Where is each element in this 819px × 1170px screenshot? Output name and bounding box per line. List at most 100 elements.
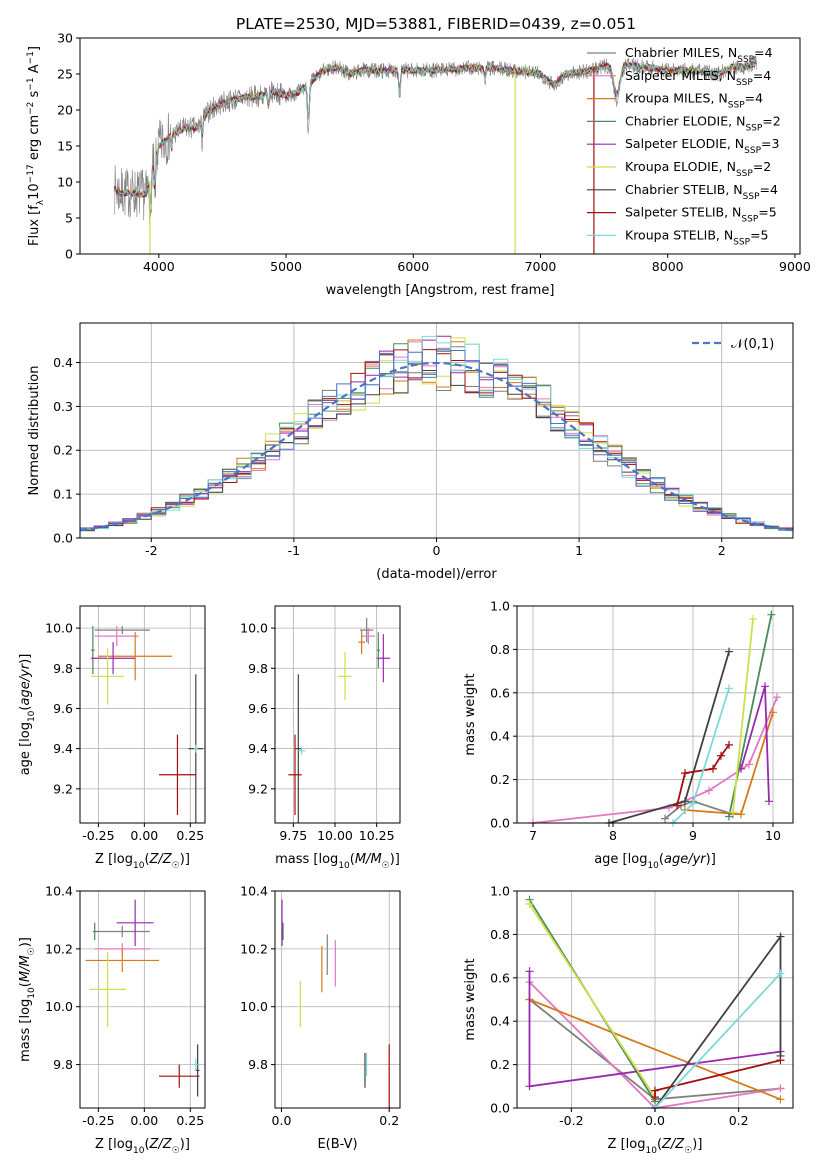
y-tick-label: 0.2 (490, 1057, 510, 1072)
weight-marker (689, 799, 697, 808)
y-tick-label: 0.8 (490, 927, 510, 942)
legend-entry: Kroupa STELIB, NSSP=5 (625, 227, 769, 247)
x-tick-label: 10 (765, 828, 781, 843)
errorbar-point (91, 648, 125, 705)
model-line-kroupa-stelib (114, 60, 757, 209)
axes-frame (274, 605, 401, 824)
weight-marker (681, 805, 689, 814)
y-tick-label: 10 (57, 175, 73, 190)
age_vs_Z-panel: -0.25 0.00 0.25 9.2 9.4 9.6 9.8 10.0 Z [log10(Z/… (18, 605, 206, 871)
errorbar-point (98, 632, 172, 681)
axes-frame (79, 890, 206, 1109)
errorbars (85, 899, 200, 1097)
x-axis-label: mass [log10(M/M☉)] (275, 852, 400, 871)
x-tick-label: 1 (575, 543, 583, 558)
grid (80, 606, 205, 823)
weight-marker (681, 797, 689, 806)
weight-marker (737, 810, 745, 819)
x-tick-label: 10.00 (317, 828, 353, 843)
x-tick-label: 10.25 (359, 828, 395, 843)
errorbar-point (159, 1064, 200, 1088)
weight-marker (776, 932, 785, 941)
errorbar-point (358, 630, 365, 655)
x-tick-label: 8000 (652, 259, 684, 274)
x-tick-label: -0.25 (82, 828, 114, 843)
weight-marker (705, 786, 713, 795)
y-tick-label: 10.0 (45, 621, 73, 636)
legend-entry: Salpeter MILES, NSSP=4 (625, 68, 771, 88)
weight-marker (725, 812, 733, 821)
x-tick-label: 4000 (143, 259, 175, 274)
weight-marker (651, 1086, 659, 1095)
y-tick-label: 20 (57, 103, 73, 118)
weight-marker (525, 1082, 534, 1091)
axes-frame (79, 605, 206, 824)
weight-marker (765, 797, 773, 806)
errorbar-point (85, 948, 160, 973)
x-tick-label: 7 (529, 828, 537, 843)
errorbar-point (298, 746, 305, 755)
weight-marker (725, 647, 733, 656)
weight-marker (773, 693, 781, 702)
y-tick-label: 9.4 (53, 741, 73, 756)
massweight_vs_age-panel: 7 8 9 10 0.0 0.2 0.4 0.6 0.8 1.0 age [log10(age/yr… (463, 599, 794, 871)
panels: 4000 5000 6000 7000 8000 9000051015202530wave… (18, 31, 811, 1157)
mass_vs_Z-panel: -0.25 0.00 0.25 9.8 10.0 10.2 10.4 Z [log10(Z/Z… (18, 884, 206, 1156)
y-tick-label: 0.2 (490, 772, 510, 787)
x-tick-label: -1 (288, 543, 300, 558)
y-axis-label: age [log10(age/yr)] (18, 654, 37, 776)
legend-entry: Chabrier ELODIE, NSSP=2 (625, 113, 781, 133)
errorbar-point (91, 642, 136, 675)
y-tick-label: 0.4 (490, 1014, 510, 1029)
y-tick-label: 10.0 (45, 999, 73, 1014)
y-axis-label: mass weight (463, 958, 478, 1040)
weight-marker (745, 760, 753, 769)
y-tick-label: 9.2 (53, 781, 73, 796)
spectrum-legend: Chabrier MILES, NSSP=4 Salpeter MILES, NS… (587, 45, 781, 247)
errorbars (288, 618, 390, 823)
x-tick-label: 7000 (525, 259, 557, 274)
legend-entry: Salpeter STELIB, NSSP=5 (625, 205, 777, 225)
grid (275, 606, 400, 823)
normal-curve (80, 361, 793, 532)
x-axis-label: (data-model)/error (376, 567, 497, 582)
x-axis-label: Z [log10(Z/Z☉)] (95, 1137, 190, 1156)
x-tick-label: 8 (609, 828, 617, 843)
errorbar-point (116, 899, 154, 946)
errorbar-point (338, 652, 352, 701)
weight-marker (725, 684, 733, 693)
y-tick-label: 0.4 (53, 355, 73, 370)
y-tick-label: 25 (57, 67, 73, 82)
y-tick-label: 10.4 (45, 884, 73, 899)
x-tick-label: 0.2 (379, 1113, 399, 1128)
weight-marker (761, 682, 769, 691)
y-axis-label: Flux [fλ10−17 erg cm−2 s−1 A−1] (26, 46, 46, 246)
errorbar-point (159, 734, 196, 815)
y-tick-label: 0.4 (490, 729, 510, 744)
y-tick-label: 30 (57, 31, 73, 46)
y-tick-label: 0.0 (490, 1101, 510, 1116)
massweight_vs_Z-panel: -0.2 0.0 0.2 0.0 0.2 0.4 0.6 0.8 1.0 Z [log10(Z/Z… (463, 884, 794, 1156)
residuals-panel: -2 -1 0 1 2 0.0 0.1 0.2 0.3 0.4 (data-model)/error… (27, 322, 794, 582)
x-tick-label: 0.25 (176, 828, 204, 843)
errorbar-point (94, 626, 139, 647)
errorbar-point (89, 951, 126, 1027)
errorbar-point (376, 632, 380, 669)
y-tick-label: 0.2 (53, 443, 73, 458)
errorbar-point (288, 734, 302, 815)
errorbars (281, 899, 390, 1108)
x-tick-label: -0.2 (559, 1113, 583, 1128)
spectrum-panel: 4000 5000 6000 7000 8000 9000 0 5 10 15 20 25 30 wave… (26, 31, 811, 299)
weight-marker (525, 967, 534, 976)
weight-lines (529, 610, 781, 827)
legend-entry: Kroupa ELODIE, NSSP=2 (625, 159, 771, 179)
y-tick-label: 9.6 (53, 701, 73, 716)
x-tick-label: 0.0 (272, 1113, 292, 1128)
x-axis-label: age [log10(age/yr)] (594, 852, 716, 871)
weight-marker (776, 1056, 785, 1065)
y-tick-label: 0.6 (490, 970, 510, 985)
errorbar-point (193, 1058, 198, 1071)
weight-marker (776, 969, 785, 978)
y-tick-label: 10.4 (240, 884, 268, 899)
weight-marker (725, 740, 733, 749)
